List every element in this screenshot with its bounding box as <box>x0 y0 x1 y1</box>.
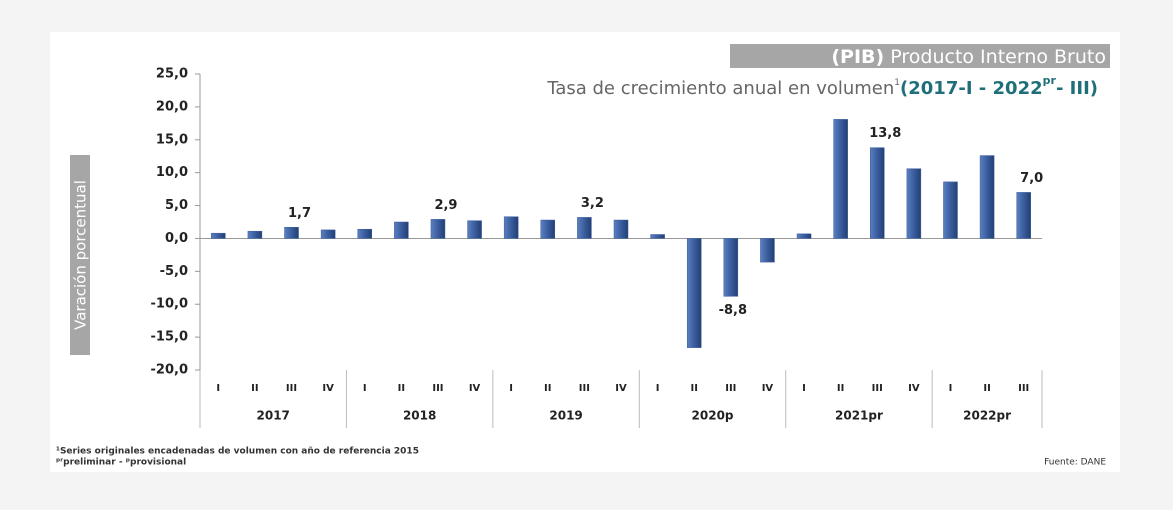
bar <box>357 228 372 239</box>
y-tick-label: 20,0 <box>156 99 188 114</box>
bar <box>540 219 556 239</box>
value-label: 2,9 <box>434 198 457 213</box>
x-tick-label: IV <box>469 383 481 394</box>
bar <box>723 238 739 297</box>
bar <box>211 232 226 239</box>
x-tick-label: I <box>363 383 367 394</box>
x-tick-label: IV <box>762 383 774 394</box>
x-tick-label: II <box>544 383 551 394</box>
bar <box>906 168 922 239</box>
group-label: 2020p <box>692 409 734 423</box>
group-label: 2018 <box>403 409 436 423</box>
footnote: ¹Series originales encadenadas de volume… <box>56 447 419 457</box>
bar <box>503 216 519 239</box>
y-tick-label: 0,0 <box>165 231 188 246</box>
footnote: ᵖʳpreliminar - ᵖprovisional <box>56 458 186 468</box>
card <box>50 32 1120 472</box>
x-tick-label: II <box>690 383 697 394</box>
x-tick-label: III <box>286 383 297 394</box>
x-tick-label: III <box>872 383 883 394</box>
x-tick-label: II <box>398 383 405 394</box>
bar <box>796 233 812 239</box>
group-label: 2017 <box>257 409 290 423</box>
x-tick-label: I <box>949 383 953 394</box>
x-tick-label: IV <box>322 383 334 394</box>
x-tick-label: II <box>251 383 258 394</box>
value-label: 3,2 <box>581 196 604 211</box>
x-tick-label: II <box>983 383 990 394</box>
bar <box>1016 192 1031 239</box>
value-label: 13,8 <box>869 126 901 141</box>
y-tick-label: -20,0 <box>151 363 188 378</box>
bar <box>686 238 702 348</box>
bar <box>394 221 409 239</box>
source: Fuente: DANE <box>1044 458 1106 468</box>
x-tick-label: IV <box>908 383 920 394</box>
bar <box>430 219 446 239</box>
y-axis-label: Varación porcentual <box>72 180 90 330</box>
y-label-box <box>70 155 90 355</box>
bar <box>467 220 482 239</box>
group-label: 2019 <box>549 409 582 423</box>
bar <box>577 217 592 239</box>
x-tick-label: III <box>725 383 736 394</box>
y-tick-label: 5,0 <box>165 198 188 213</box>
bar <box>613 219 629 239</box>
value-label: -8,8 <box>719 303 747 318</box>
value-label: 1,7 <box>288 206 311 221</box>
subtitle: Tasa de crecimiento anual en volumen1(20… <box>546 74 1098 99</box>
group-label: 2021pr <box>835 409 883 423</box>
bar <box>833 119 848 239</box>
value-label: 7,0 <box>1020 171 1043 186</box>
bar <box>247 230 263 239</box>
bar <box>284 227 299 239</box>
y-tick-label: -15,0 <box>151 330 188 345</box>
bar <box>943 181 958 239</box>
x-tick-label: I <box>509 383 513 394</box>
x-tick-label: IV <box>615 383 627 394</box>
bar <box>979 155 995 239</box>
bar <box>870 147 885 239</box>
title-box <box>730 44 1110 68</box>
group-label: 2022pr <box>963 409 1011 423</box>
y-tick-label: -10,0 <box>151 297 188 312</box>
x-tick-label: I <box>216 383 220 394</box>
y-tick-label: 10,0 <box>156 165 188 180</box>
chart-title: (PIB) Producto Interno Bruto <box>831 46 1106 68</box>
x-tick-label: I <box>656 383 660 394</box>
x-tick-label: III <box>1018 383 1029 394</box>
y-tick-label: 15,0 <box>156 132 188 147</box>
y-tick-label: -5,0 <box>160 264 188 279</box>
x-tick-label: III <box>579 383 590 394</box>
x-tick-label: III <box>432 383 443 394</box>
y-tick-label: 25,0 <box>156 67 188 82</box>
bar <box>650 234 665 239</box>
bar <box>760 238 775 263</box>
x-tick-label: II <box>837 383 844 394</box>
bar <box>320 229 336 239</box>
x-tick-label: I <box>802 383 806 394</box>
